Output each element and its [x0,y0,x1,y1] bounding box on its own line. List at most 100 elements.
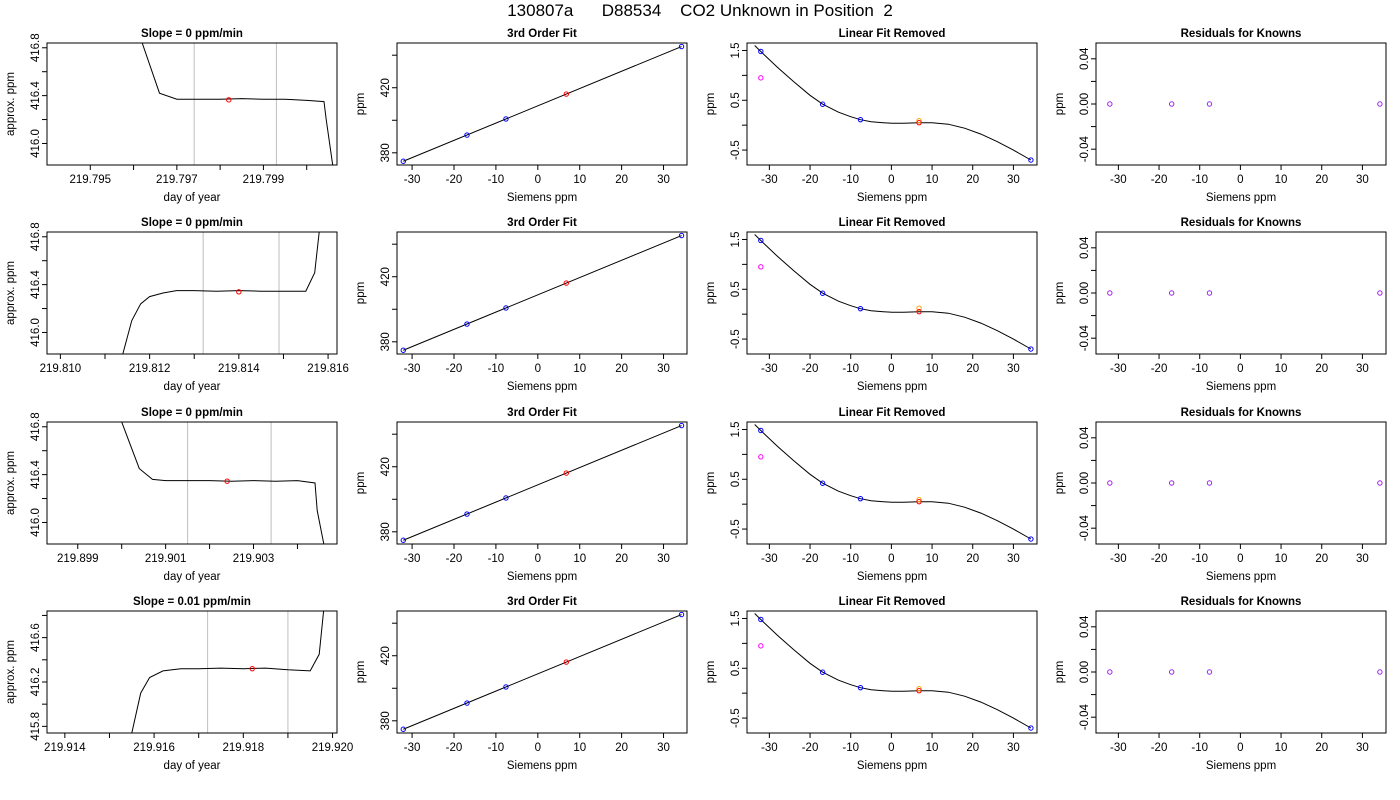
x-axis-label: Siemens ppm [857,760,927,772]
x-tick-label: 0 [1237,363,1243,375]
panel-title: Slope = 0.01 ppm/min [133,596,251,608]
plot-area [1107,480,1383,486]
plot-frame [46,421,338,545]
unknown-marker [236,289,242,295]
known-point [400,537,406,543]
x-tick-label: -10 [842,174,859,186]
known-point [464,321,470,327]
known-point [1028,346,1034,352]
panel-title: Linear Fit Removed [839,217,946,229]
known-point [678,232,685,239]
residual-point [1107,669,1113,675]
known-point [819,669,826,675]
unknown-marker [226,97,232,103]
panel-16: Residuals for Knowns -30 -20 -10 0 10 20 30 -0.0… [1054,596,1387,772]
y-tick-label: 0.00 [1079,472,1091,494]
panel-title: 3rd Order Fit [507,28,577,40]
x-axis-label: day of year [164,381,221,393]
y-tick-label: 0.04 [1079,236,1091,259]
panel-11: Linear Fit Removed -30 -20 -10 0 10 20 30 -0.5 0.… [705,407,1038,583]
y-tick-label: 0.00 [1079,661,1091,683]
residual-point [1377,669,1383,675]
plot-area [400,43,685,164]
x-tick-label: 219.797 [156,174,198,186]
panel-14: 3rd Order Fit -30 -20 -10 0 10 20 30 380 420 Sieme… [355,596,688,772]
x-tick-label: -10 [488,363,505,375]
plot-area [754,613,1034,731]
x-tick-label: -10 [1191,742,1208,754]
x-tick-label: 0 [1237,742,1243,754]
y-axis-label: ppm [355,661,367,683]
y-axis-label: ppm [705,661,717,683]
y-axis-label: approx. ppm [5,640,17,704]
x-tick-label: 219.810 [40,363,82,375]
panel-13: Slope = 0.01 ppm/min 219.914 219.916 219.91… [5,596,353,772]
y-tick-label: -0.04 [1079,324,1091,351]
x-tick-label: -30 [404,553,421,565]
x-tick-label: 20 [966,742,979,754]
x-tick-label: -20 [1151,363,1168,375]
panel-title: Slope = 0 ppm/min [141,28,243,40]
x-tick-label: 10 [573,553,586,565]
x-tick-label: 20 [1315,174,1328,186]
unknown-point [563,470,570,476]
y-tick-label: 416.8 [30,33,42,62]
plot-area [400,422,685,543]
unknown-point [563,91,570,97]
x-tick-label: 0 [888,742,894,754]
x-tick-label: -30 [404,742,421,754]
unknown-marker [224,478,230,484]
known-point [758,237,764,244]
y-tick-label: -0.04 [1079,514,1091,541]
plot-area [1107,290,1383,296]
x-tick-label: -10 [842,742,859,754]
x-tick-label: -20 [1151,174,1168,186]
x-tick-label: 219.814 [218,363,260,375]
y-tick-label: 416.0 [30,508,42,537]
y-tick-label: 380 [380,522,392,541]
residual-point [1206,669,1213,675]
reference-point [758,454,764,460]
unknown-point [563,659,570,665]
fit-line [403,235,682,351]
fit-curve [754,234,1032,350]
x-tick-label: -30 [761,174,778,186]
fit-curve [754,45,1032,161]
known-point [464,700,470,706]
panel-title: Linear Fit Removed [839,407,946,419]
x-tick-label: 10 [926,742,939,754]
y-tick-label: 416.4 [30,460,42,489]
fit-curve [754,613,1032,729]
residual-point [1377,480,1383,486]
residual-point [1107,480,1113,486]
fit-line [403,425,682,541]
y-tick-label: 0.5 [730,281,742,297]
x-tick-label: 30 [1007,174,1020,186]
known-point [503,684,509,690]
x-tick-label: -30 [761,363,778,375]
known-point [678,611,685,618]
panel-9: Slope = 0 ppm/min 219.899 219.901 219.903 41… [5,407,338,583]
x-tick-label: -20 [1151,553,1168,565]
plot-frame [396,421,688,545]
panel-title: Residuals for Knowns [1181,407,1302,419]
panel-title: Linear Fit Removed [839,28,946,40]
y-tick-label: 420 [380,457,392,476]
x-tick-label: -10 [1191,363,1208,375]
unknown-marker [249,665,255,672]
x-tick-label: 10 [573,363,586,375]
x-axis-label: Siemens ppm [1206,192,1276,204]
x-tick-label: -10 [1191,553,1208,565]
y-tick-label: 416.4 [30,81,42,110]
y-tick-label: 380 [380,332,392,351]
x-tick-label: 30 [657,553,670,565]
plot-frame [396,42,688,166]
y-tick-label: 380 [380,143,392,162]
y-axis-label: ppm [355,472,367,494]
x-tick-label: -30 [1110,174,1127,186]
known-point [1028,536,1034,542]
plot-frame [396,610,688,734]
residual-point [1168,480,1175,486]
panel-3: Linear Fit Removed -30 -20 -10 0 10 20 30 -0.5 0.… [705,28,1038,204]
x-tick-label: -20 [446,174,463,186]
